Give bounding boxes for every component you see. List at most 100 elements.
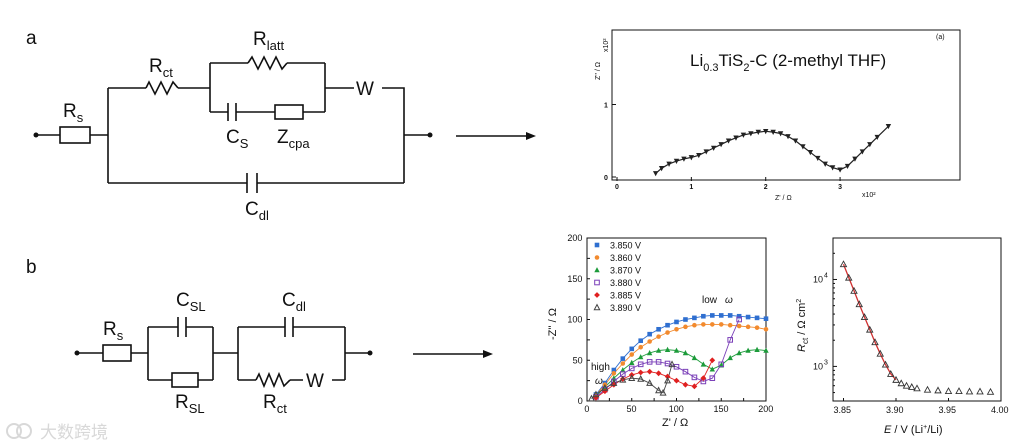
chart-c-point: [902, 381, 911, 389]
label-cs: CS: [226, 127, 249, 151]
chart-c-point: [907, 383, 916, 390]
chart-c-point: [944, 387, 953, 395]
chart-b-point: [638, 354, 644, 360]
chart-c-point: [886, 369, 895, 377]
chart-b-point: [629, 359, 635, 365]
chart-b-point: [620, 361, 626, 366]
chart-b-point: [638, 338, 643, 343]
chart-b-point: [763, 347, 769, 353]
chart-b-high-label: high: [591, 362, 610, 373]
chart-c-point: [881, 360, 890, 368]
chart-b-point: [620, 356, 626, 361]
chart-b-legend-label: 3.880 V: [610, 278, 641, 288]
chart-c-point: [965, 387, 974, 395]
chart-b-point: [592, 390, 600, 398]
chart-b-point: [745, 314, 751, 320]
chart-b-x-tick-label: 200: [758, 404, 773, 414]
chart-b-point: [754, 315, 760, 321]
chart-b-legend-label: 3.870 V: [610, 266, 641, 276]
chart-b-y-tick-label: 150: [567, 274, 582, 284]
chart-c-point: [850, 286, 858, 294]
chart-b-point: [610, 379, 618, 386]
chart-b-point: [736, 323, 742, 329]
chart-c-x-tick-label: 3.95: [939, 405, 957, 415]
chart-b-point: [692, 322, 697, 328]
chart-b-legend-marker: [594, 242, 600, 248]
chart-b-point: [727, 337, 734, 343]
chart-b-y-tick-label: 0: [578, 396, 583, 406]
chart-c-y-tick-label: 10: [813, 274, 823, 284]
chart-c-point: [855, 300, 864, 308]
chart-b-point: [619, 375, 627, 383]
chart-b-legend-label: 3.890 V: [610, 303, 641, 313]
chart-b-point: [718, 361, 725, 368]
chart-b-point: [700, 375, 707, 382]
chart-c-fit-line: [842, 263, 897, 381]
chart-b-point: [710, 322, 715, 327]
chart-a-y-tick-label: 1: [604, 103, 608, 110]
label-cdl-a: Cdl: [245, 199, 269, 223]
chart-b-low-omega: ω: [725, 295, 733, 306]
chart-b-y-tick-label: 50: [573, 355, 583, 365]
label-csl: CSL: [176, 290, 206, 314]
chart-b-point: [664, 346, 671, 352]
chart-b-point: [745, 347, 751, 353]
chart-b-point: [638, 344, 643, 350]
chart-c-point: [892, 375, 900, 383]
chart-b-point: [727, 322, 733, 328]
chart-b-point: [673, 347, 680, 353]
label-w-a: W: [356, 79, 374, 100]
chart-c-y-label: Rct / Ω cm2: [796, 299, 810, 352]
chart-b-point: [659, 388, 667, 396]
chart-b-point: [656, 326, 661, 332]
chart-b-point: [601, 383, 609, 391]
chart-b-point: [709, 357, 716, 364]
chart-a: (a) Li0.3TiS2-C (2-methyl THF) 0 1 2 3 0 1 Z'…: [595, 29, 961, 202]
chart-b-point: [655, 347, 662, 353]
arrow-b: [413, 350, 493, 358]
chart-b-legend-marker: [594, 267, 600, 273]
chart-c-point: [865, 325, 874, 333]
chart-b-point: [665, 330, 670, 335]
chart-a-x-label: Z' / Ω: [775, 195, 792, 202]
chart-b-point: [629, 352, 635, 357]
label-w-b: W: [306, 371, 324, 392]
chart-b-point: [691, 354, 698, 361]
chart-c-point: [871, 338, 879, 346]
chart-c-x-tick-label: 4.00: [991, 405, 1009, 415]
chart-b-high-omega: ω: [595, 376, 603, 387]
chart-b-point: [736, 316, 742, 323]
chart-b-point: [620, 367, 626, 373]
chart-b-point: [655, 359, 662, 365]
chart-a-x-mult: x10²: [862, 192, 876, 199]
chart-b-point: [656, 334, 661, 339]
chart-b-point: [637, 369, 644, 376]
chart-a-y-label: Z'' / Ω: [595, 62, 602, 80]
label-rsl: RSL: [175, 392, 205, 416]
chart-b-point: [665, 322, 670, 328]
chart-b-point: [646, 350, 653, 356]
chart-c-y-tick-label: 10: [813, 361, 823, 371]
chart-c-point: [934, 386, 942, 394]
chart-b-point: [700, 361, 707, 367]
label-rs-b: Rs: [103, 319, 124, 343]
chart-b-point: [745, 324, 751, 330]
label-rs: Rs: [63, 101, 84, 125]
chart-c-point: [923, 385, 932, 393]
chart-b-point: [637, 375, 645, 382]
chart-b-point: [709, 366, 715, 372]
chart-b-point: [691, 383, 698, 390]
chart-b-point: [646, 379, 654, 386]
chart-b-point: [718, 313, 724, 318]
chart-b-point: [647, 331, 652, 337]
chart-b-legend-marker: [593, 303, 601, 311]
chart-a-line: [655, 125, 889, 174]
chart-b-point: [646, 359, 653, 365]
chart-b-legend-marker: [594, 279, 600, 286]
chart-a-x-tick-label: 1: [689, 184, 693, 191]
chart-c-point: [913, 384, 921, 392]
chart-a-x-tick-label: 2: [764, 184, 768, 191]
chart-b-point: [682, 350, 689, 356]
chart-a-x-tick-label: 0: [615, 184, 619, 191]
